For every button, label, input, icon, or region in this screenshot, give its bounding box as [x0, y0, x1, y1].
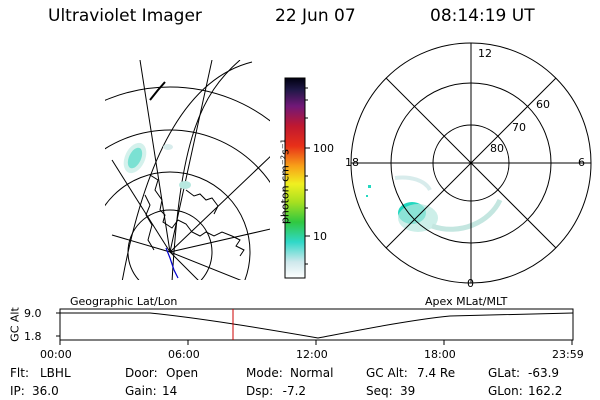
- color-scale-bar: [284, 77, 306, 279]
- mlt-label-18: 18: [345, 156, 359, 169]
- info-ip-key: IP:: [10, 384, 25, 398]
- timeline-ticks: [56, 312, 573, 345]
- mlat-label-70: 70: [512, 121, 526, 134]
- info-dsp-value: -7.2: [275, 384, 307, 398]
- mlt-label-6: 6: [578, 156, 585, 169]
- info-door-value: Open: [166, 366, 199, 380]
- info-flt-value: LBHL: [40, 366, 71, 380]
- info-glat-value: -63.9: [528, 366, 560, 380]
- info-ip-value: 36.0: [32, 384, 59, 398]
- info-gain-value: 14: [162, 384, 178, 398]
- mlat-label-60: 60: [536, 98, 550, 111]
- earth-limb: [121, 61, 253, 280]
- timeline-xtick-1200: 12:00: [296, 348, 328, 361]
- timeline-xtick-0600: 06:00: [168, 348, 200, 361]
- timeline-ytick-low: 1.8: [24, 330, 42, 343]
- colorbar-tick-100: 100: [313, 142, 334, 155]
- colorbar-ticks: [305, 87, 310, 265]
- timeline-xtick-1800: 18:00: [424, 348, 456, 361]
- info-gain-key: Gain:: [125, 384, 157, 398]
- info-seq-value: 39: [400, 384, 416, 398]
- info-dsp-key: Dsp:: [246, 384, 274, 398]
- altitude-curve: [60, 312, 574, 339]
- info-seq-key: Seq:: [366, 384, 393, 398]
- time-label: 08:14:19 UT: [430, 6, 535, 26]
- info-door-key: Door:: [125, 366, 158, 380]
- geographic-map: [105, 60, 270, 280]
- info-mode-value: Normal: [290, 366, 334, 380]
- info-glon-key: GLon:: [488, 384, 523, 398]
- polar-plot: [350, 42, 592, 284]
- info-glon-value: 162.2: [528, 384, 563, 398]
- timeline-frame: [59, 308, 574, 341]
- timeline-right-title: Apex MLat/MLT: [425, 295, 508, 308]
- coastline: [149, 174, 245, 257]
- info-glat-key: GLat:: [488, 366, 521, 380]
- date-label: 22 Jun 07: [275, 6, 356, 26]
- mlt-label-0: 0: [467, 277, 474, 290]
- timeline-axis-label: GC Alt: [8, 307, 22, 342]
- timeline-xtick-2359: 23:59: [552, 348, 584, 361]
- timeline-xtick-0000: 00:00: [40, 348, 72, 361]
- info-mode-key: Mode:: [246, 366, 283, 380]
- colorbar-unit-label: photon cm⁻²s⁻¹: [278, 138, 292, 225]
- info-gcalt-key: GC Alt:: [366, 366, 408, 380]
- app-title: Ultraviolet Imager: [48, 6, 202, 26]
- info-flt-key: Flt:: [10, 366, 29, 380]
- timeline-left-title: Geographic Lat/Lon: [70, 295, 178, 308]
- timeline-ytick-high: 9.0: [24, 307, 42, 320]
- mlat-label-80: 80: [490, 142, 504, 155]
- blue-coast-segment: [165, 247, 179, 279]
- colorbar-tick-10: 10: [313, 230, 327, 243]
- mlt-label-12: 12: [478, 47, 492, 60]
- info-gcalt-value: 7.4 Re: [417, 366, 456, 380]
